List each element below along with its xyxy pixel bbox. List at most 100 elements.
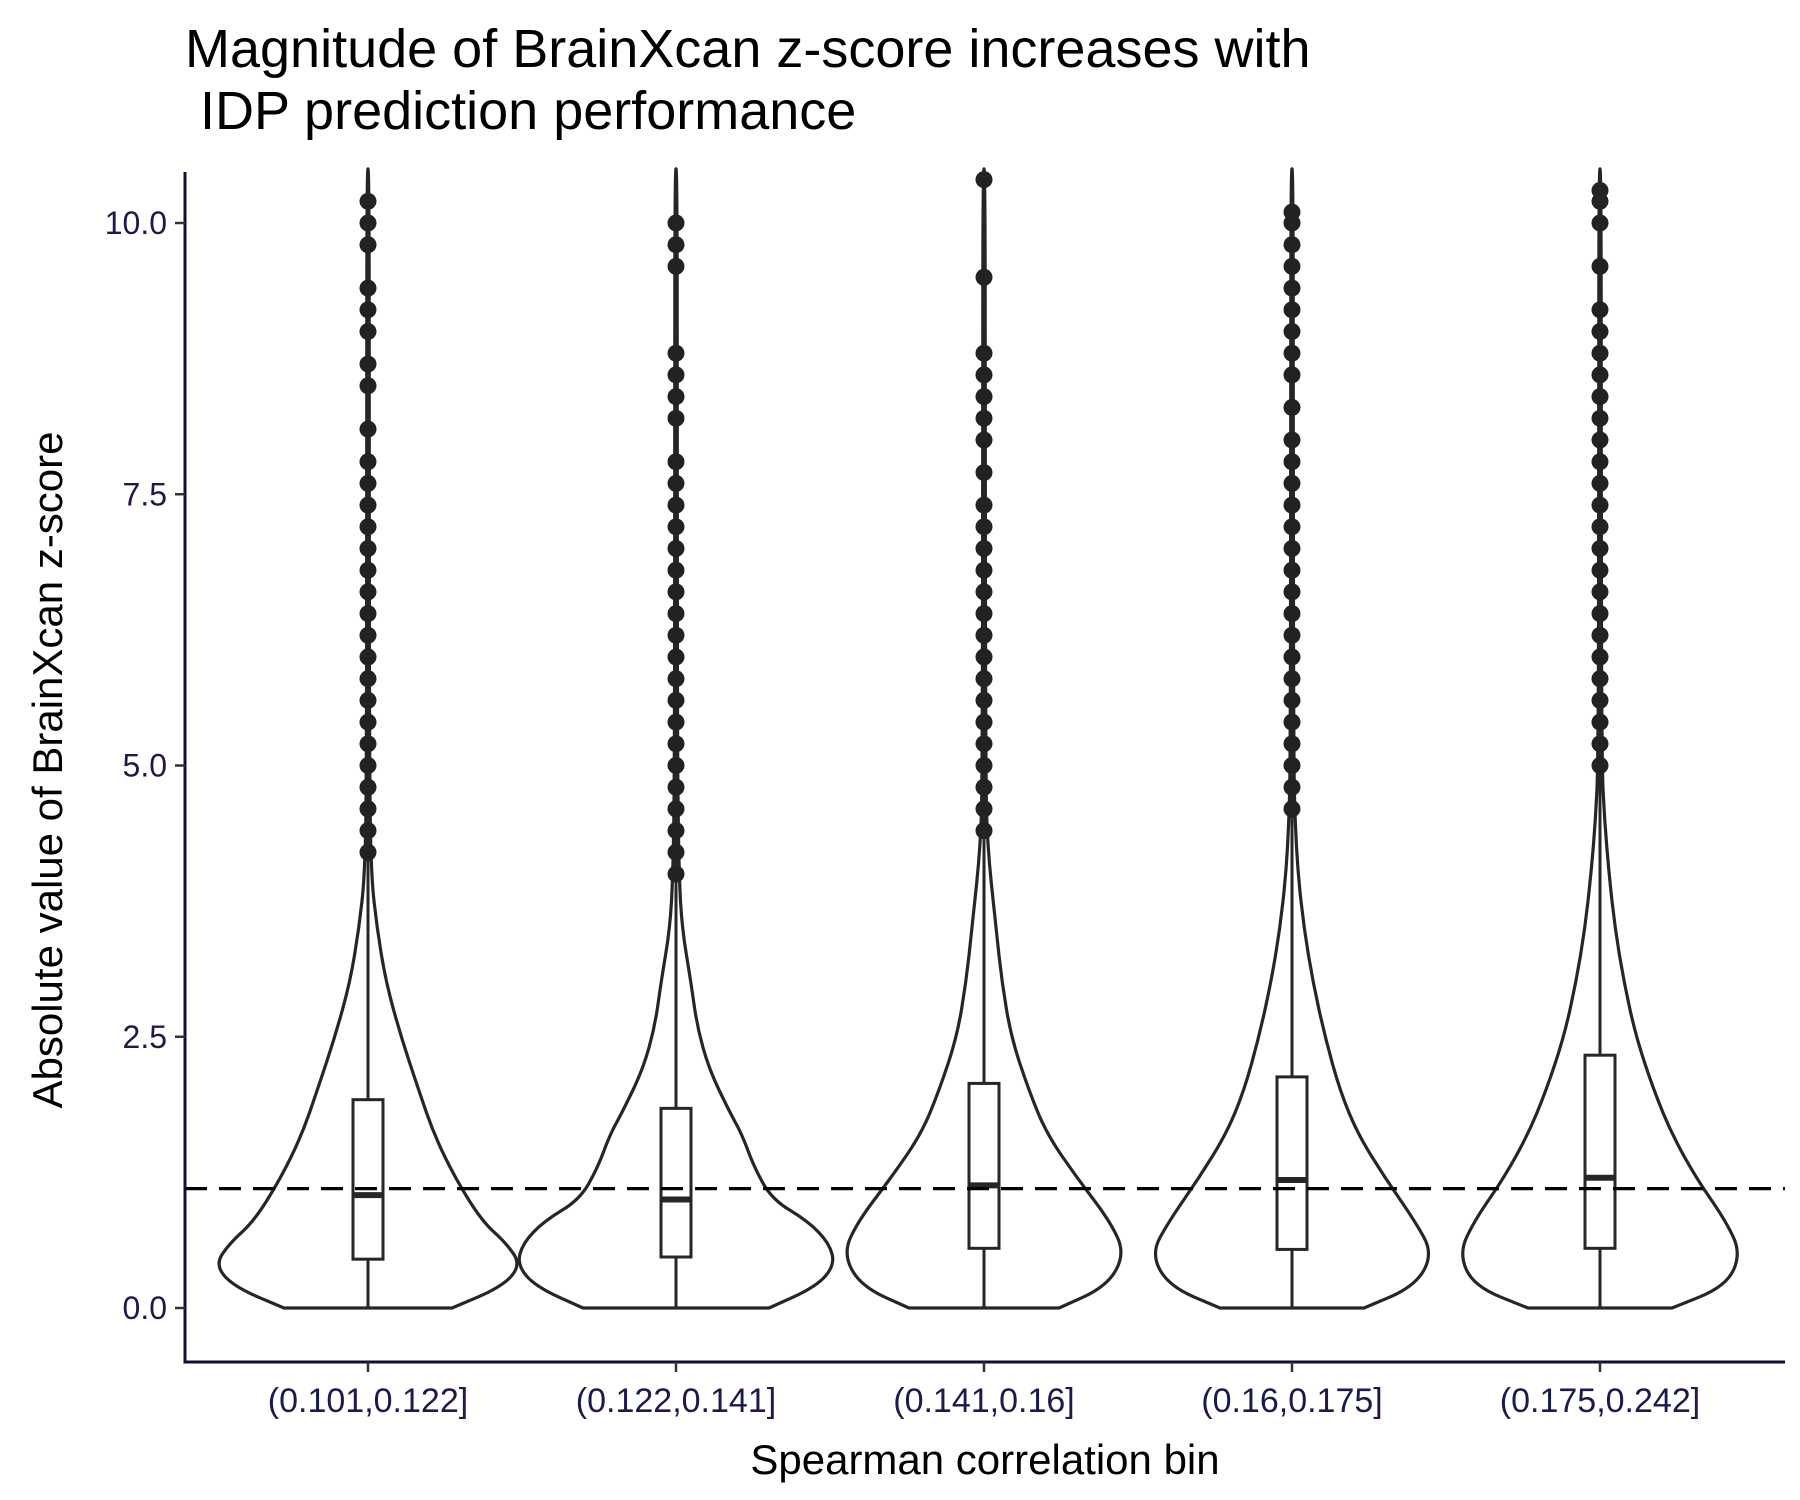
- outlier-point-3-18: [975, 431, 993, 449]
- outlier-point-2-19: [667, 474, 685, 492]
- outlier-point-3-19: [975, 409, 993, 427]
- outlier-point-4-18: [1283, 431, 1301, 449]
- outlier-point-1-16: [359, 518, 377, 536]
- outlier-point-4-22: [1283, 323, 1301, 340]
- outliers-layer: [359, 171, 1609, 883]
- outlier-point-2-27: [667, 214, 685, 232]
- outlier-point-2-5: [667, 778, 685, 796]
- outlier-point-1-8: [359, 691, 377, 709]
- outlier-point-5-24: [1591, 214, 1609, 232]
- outlier-point-2-17: [667, 518, 685, 536]
- outlier-point-2-14: [667, 583, 685, 601]
- outlier-point-4-4: [1283, 735, 1301, 753]
- outlier-point-4-24: [1283, 279, 1301, 297]
- outlier-point-2-20: [667, 453, 685, 471]
- outlier-point-2-26: [667, 236, 685, 254]
- outlier-point-5-3: [1591, 713, 1609, 731]
- outlier-point-3-11: [975, 605, 993, 623]
- outlier-point-1-3: [359, 800, 377, 818]
- outlier-point-3-14: [975, 540, 993, 557]
- outlier-point-1-1: [359, 843, 377, 861]
- outlier-point-1-5: [359, 757, 377, 774]
- outlier-point-1-17: [359, 496, 377, 514]
- y-tick-label-3: 5.0: [123, 748, 167, 784]
- outlier-point-2-16: [667, 540, 685, 557]
- outlier-point-1-10: [359, 648, 377, 666]
- outlier-point-3-16: [975, 496, 993, 514]
- outlier-point-5-7: [1591, 626, 1609, 644]
- outlier-point-1-9: [359, 670, 377, 688]
- x-tick-label-2: (0.122,0.141]: [576, 1382, 776, 1420]
- outlier-point-2-11: [667, 648, 685, 666]
- outlier-point-3-1: [975, 822, 993, 840]
- outlier-point-3-21: [975, 366, 993, 384]
- outlier-point-5-13: [1591, 496, 1609, 514]
- outlier-point-4-23: [1283, 301, 1301, 319]
- outlier-point-4-19: [1283, 398, 1301, 416]
- outlier-point-5-2: [1591, 735, 1609, 753]
- outlier-point-1-12: [359, 605, 377, 623]
- outlier-point-4-15: [1283, 496, 1301, 514]
- outlier-point-3-22: [975, 344, 993, 362]
- outlier-point-3-6: [975, 713, 993, 731]
- outlier-point-4-25: [1283, 257, 1301, 275]
- outlier-point-4-2: [1283, 778, 1301, 796]
- x-tick-label-3: (0.141,0.16]: [893, 1382, 1074, 1420]
- outlier-point-1-21: [359, 377, 377, 395]
- box-4: [1275, 1075, 1309, 1251]
- x-axis-title: Spearman correlation bin: [750, 1436, 1219, 1483]
- outlier-point-1-15: [359, 540, 377, 557]
- outlier-point-1-13: [359, 583, 377, 601]
- outlier-point-2-25: [667, 257, 685, 275]
- outlier-point-1-22: [359, 355, 377, 373]
- outlier-point-4-26: [1283, 236, 1301, 254]
- outlier-point-5-19: [1591, 366, 1609, 384]
- outlier-point-2-12: [667, 626, 685, 644]
- box-2: [659, 1106, 693, 1259]
- outlier-point-1-25: [359, 279, 377, 297]
- outlier-point-1-20: [359, 420, 377, 438]
- outlier-point-1-14: [359, 561, 377, 579]
- outlier-point-3-7: [975, 691, 993, 709]
- outlier-point-3-3: [975, 778, 993, 796]
- outlier-point-5-8: [1591, 605, 1609, 623]
- outlier-point-5-6: [1591, 648, 1609, 666]
- outlier-point-4-28: [1283, 203, 1301, 221]
- outlier-point-4-20: [1283, 366, 1301, 384]
- outlier-point-2-23: [667, 366, 685, 384]
- y-ticks-layer: 0.0 2.5 5.0 7.5 10.0: [105, 205, 185, 1326]
- y-tick-label-5: 10.0: [105, 205, 167, 241]
- outlier-point-2-3: [667, 822, 685, 840]
- outlier-point-4-6: [1283, 691, 1301, 709]
- outlier-point-3-4: [975, 757, 993, 774]
- outlier-point-1-7: [359, 713, 377, 731]
- x-ticks-layer: (0.101,0.122] (0.122,0.141] (0.141,0.16] (0…: [268, 1362, 1700, 1420]
- y-tick-label-4: 7.5: [123, 476, 167, 512]
- outlier-point-2-8: [667, 713, 685, 731]
- outlier-point-2-6: [667, 757, 685, 774]
- y-axis-title: Absolute value of BrainXcan z-score: [24, 431, 71, 1108]
- outlier-point-2-4: [667, 800, 685, 818]
- outlier-point-4-1: [1283, 800, 1301, 818]
- outlier-point-2-22: [667, 388, 685, 406]
- boxes-layer: [351, 1053, 1617, 1261]
- outlier-point-3-15: [975, 518, 993, 536]
- outlier-point-1-24: [359, 301, 377, 319]
- outlier-point-3-2: [975, 800, 993, 818]
- outlier-point-4-16: [1283, 474, 1301, 492]
- outlier-point-1-19: [359, 453, 377, 471]
- outlier-point-1-11: [359, 626, 377, 644]
- outlier-point-3-24: [975, 171, 993, 189]
- outlier-point-4-10: [1283, 605, 1301, 623]
- outlier-point-5-10: [1591, 561, 1609, 579]
- x-tick-label-4: (0.16,0.175]: [1201, 1382, 1382, 1420]
- outlier-point-5-26: [1591, 181, 1609, 199]
- outlier-point-2-9: [667, 691, 685, 709]
- outlier-point-3-12: [975, 583, 993, 601]
- outlier-point-2-10: [667, 670, 685, 688]
- outlier-point-1-27: [359, 214, 377, 232]
- outlier-point-1-2: [359, 822, 377, 840]
- outlier-point-2-1: [667, 865, 685, 883]
- outlier-point-3-9: [975, 648, 993, 666]
